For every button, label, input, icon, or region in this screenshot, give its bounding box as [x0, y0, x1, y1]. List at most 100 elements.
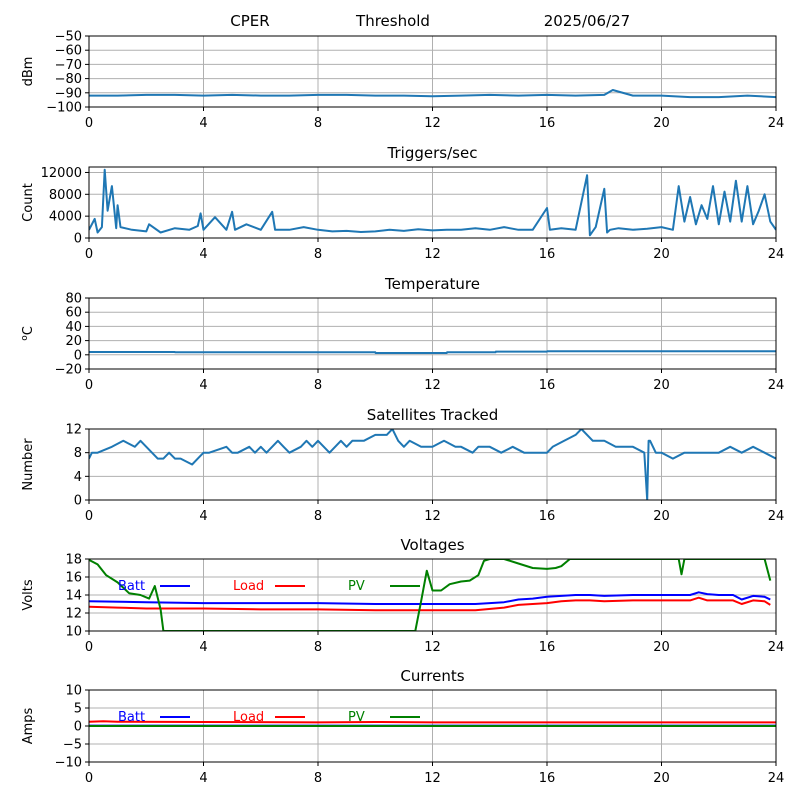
- x-tick-label: 4: [199, 116, 207, 131]
- y-tick-label: −10: [55, 756, 82, 771]
- x-tick-label: 16: [539, 116, 556, 131]
- y-tick-label: 12: [65, 423, 82, 438]
- y-tick-label: −100: [46, 101, 82, 116]
- y-tick-label: 40: [65, 320, 82, 335]
- chart-title: Voltages: [400, 536, 464, 554]
- chart-panel-1: 0 4 8 12 16 20 24 −100−90−80−70−60−50 dBm: [21, 30, 784, 132]
- x-tick-label: 24: [768, 378, 785, 393]
- x-tick-label: 4: [199, 771, 207, 786]
- x-tick-label: 4: [199, 378, 207, 393]
- y-tick-label: 16: [65, 571, 82, 586]
- x-tick-label: 20: [653, 116, 670, 131]
- x-tick-label: 16: [539, 378, 556, 393]
- x-tick-label: 12: [424, 640, 441, 655]
- chart-panel-5: 0 4 8 12 16 20 24 10 12 14 16 18 Voltages Volts Batt Lo…: [21, 536, 784, 655]
- series-line: [89, 89, 776, 99]
- chart-title: Currents: [400, 667, 464, 685]
- y-tick-label: 4000: [49, 210, 82, 225]
- station-label: CPER: [230, 12, 269, 30]
- y-tick-label: 14: [65, 589, 82, 604]
- x-tick-label: 16: [539, 247, 556, 262]
- x-tick-label: 4: [199, 640, 207, 655]
- x-tick-label: 20: [653, 378, 670, 393]
- x-tick-label: 8: [314, 247, 322, 262]
- y-tick-label: 4: [74, 470, 82, 485]
- x-tick-label: 24: [768, 116, 785, 131]
- y-axis-label: dBm: [21, 57, 36, 87]
- x-tick-label: 4: [199, 247, 207, 262]
- y-axis-label: Volts: [21, 579, 36, 611]
- series-line-pv: [89, 559, 772, 631]
- x-tick-label: 20: [653, 640, 670, 655]
- legend-label-load: Load: [233, 710, 264, 725]
- y-tick-label: −60: [55, 44, 82, 59]
- x-tick-label: 8: [314, 771, 322, 786]
- chart-title: Temperature: [384, 275, 480, 293]
- x-tick-label: 24: [768, 771, 785, 786]
- x-tick-label: 0: [85, 247, 93, 262]
- y-axis-label: Number: [21, 438, 36, 491]
- x-tick-label: 20: [653, 247, 670, 262]
- y-tick-label: −70: [55, 58, 82, 73]
- y-tick-label: 60: [65, 306, 82, 321]
- x-tick-label: 24: [768, 640, 785, 655]
- x-tick-label: 24: [768, 509, 785, 524]
- legend-label-pv: PV: [348, 710, 365, 725]
- x-tick-label: 0: [85, 640, 93, 655]
- y-tick-label: 80: [65, 292, 82, 307]
- series-line: [89, 350, 776, 354]
- y-tick-label: 8: [74, 446, 82, 461]
- legend-label-batt: Batt: [118, 579, 145, 594]
- y-axis-label: Amps: [21, 707, 36, 744]
- x-tick-label: 20: [653, 771, 670, 786]
- x-tick-label: 24: [768, 247, 785, 262]
- y-tick-label: 12000: [41, 166, 82, 181]
- x-tick-label: 0: [85, 116, 93, 131]
- chart-title: Satellites Tracked: [367, 406, 498, 424]
- y-axis-label: Count: [21, 183, 36, 222]
- date-label: 2025/06/27: [544, 12, 630, 30]
- x-tick-label: 8: [314, 116, 322, 131]
- x-tick-label: 12: [424, 771, 441, 786]
- legend-label-batt: Batt: [118, 710, 145, 725]
- y-tick-label: −5: [63, 738, 82, 753]
- series-line-load: [89, 720, 776, 724]
- x-tick-label: 12: [424, 378, 441, 393]
- y-tick-label: 5: [74, 702, 82, 717]
- y-tick-label: 10: [65, 625, 82, 640]
- x-tick-label: 8: [314, 509, 322, 524]
- y-tick-label: 0: [74, 348, 82, 363]
- x-tick-label: 4: [199, 509, 207, 524]
- x-tick-label: 16: [539, 509, 556, 524]
- legend-label-load: Load: [233, 579, 264, 594]
- y-tick-label: −80: [55, 72, 82, 87]
- x-tick-label: 8: [314, 378, 322, 393]
- y-tick-label: 0: [74, 494, 82, 509]
- chart-panel-2: 0 4 8 12 16 20 24 0 4000 8000 12000 Triggers/sec Cou…: [21, 144, 784, 262]
- series-line: [89, 429, 776, 500]
- y-tick-label: −20: [55, 363, 82, 378]
- legend-label-pv: PV: [348, 579, 365, 594]
- chart-panel-6: 0 4 8 12 16 20 24 −10 −5 0 5 10 Currents Amps Batt Load…: [21, 667, 784, 786]
- y-tick-label: −90: [55, 86, 82, 101]
- y-tick-label: 18: [65, 553, 82, 568]
- x-tick-label: 0: [85, 509, 93, 524]
- x-tick-label: 0: [85, 378, 93, 393]
- y-tick-label: −50: [55, 30, 82, 45]
- y-tick-label: 0: [74, 232, 82, 247]
- series-line: [89, 168, 776, 237]
- x-tick-label: 8: [314, 640, 322, 655]
- x-tick-label: 20: [653, 509, 670, 524]
- y-axis-label: oC: [20, 326, 36, 341]
- mode-label: Threshold: [355, 12, 430, 30]
- y-tick-label: 8000: [49, 188, 82, 203]
- y-tick-label: 20: [65, 334, 82, 349]
- series-line-batt: [89, 591, 771, 605]
- x-tick-label: 16: [539, 640, 556, 655]
- x-tick-label: 12: [424, 116, 441, 131]
- chart-title: Triggers/sec: [387, 144, 478, 162]
- x-tick-label: 16: [539, 771, 556, 786]
- x-tick-label: 12: [424, 509, 441, 524]
